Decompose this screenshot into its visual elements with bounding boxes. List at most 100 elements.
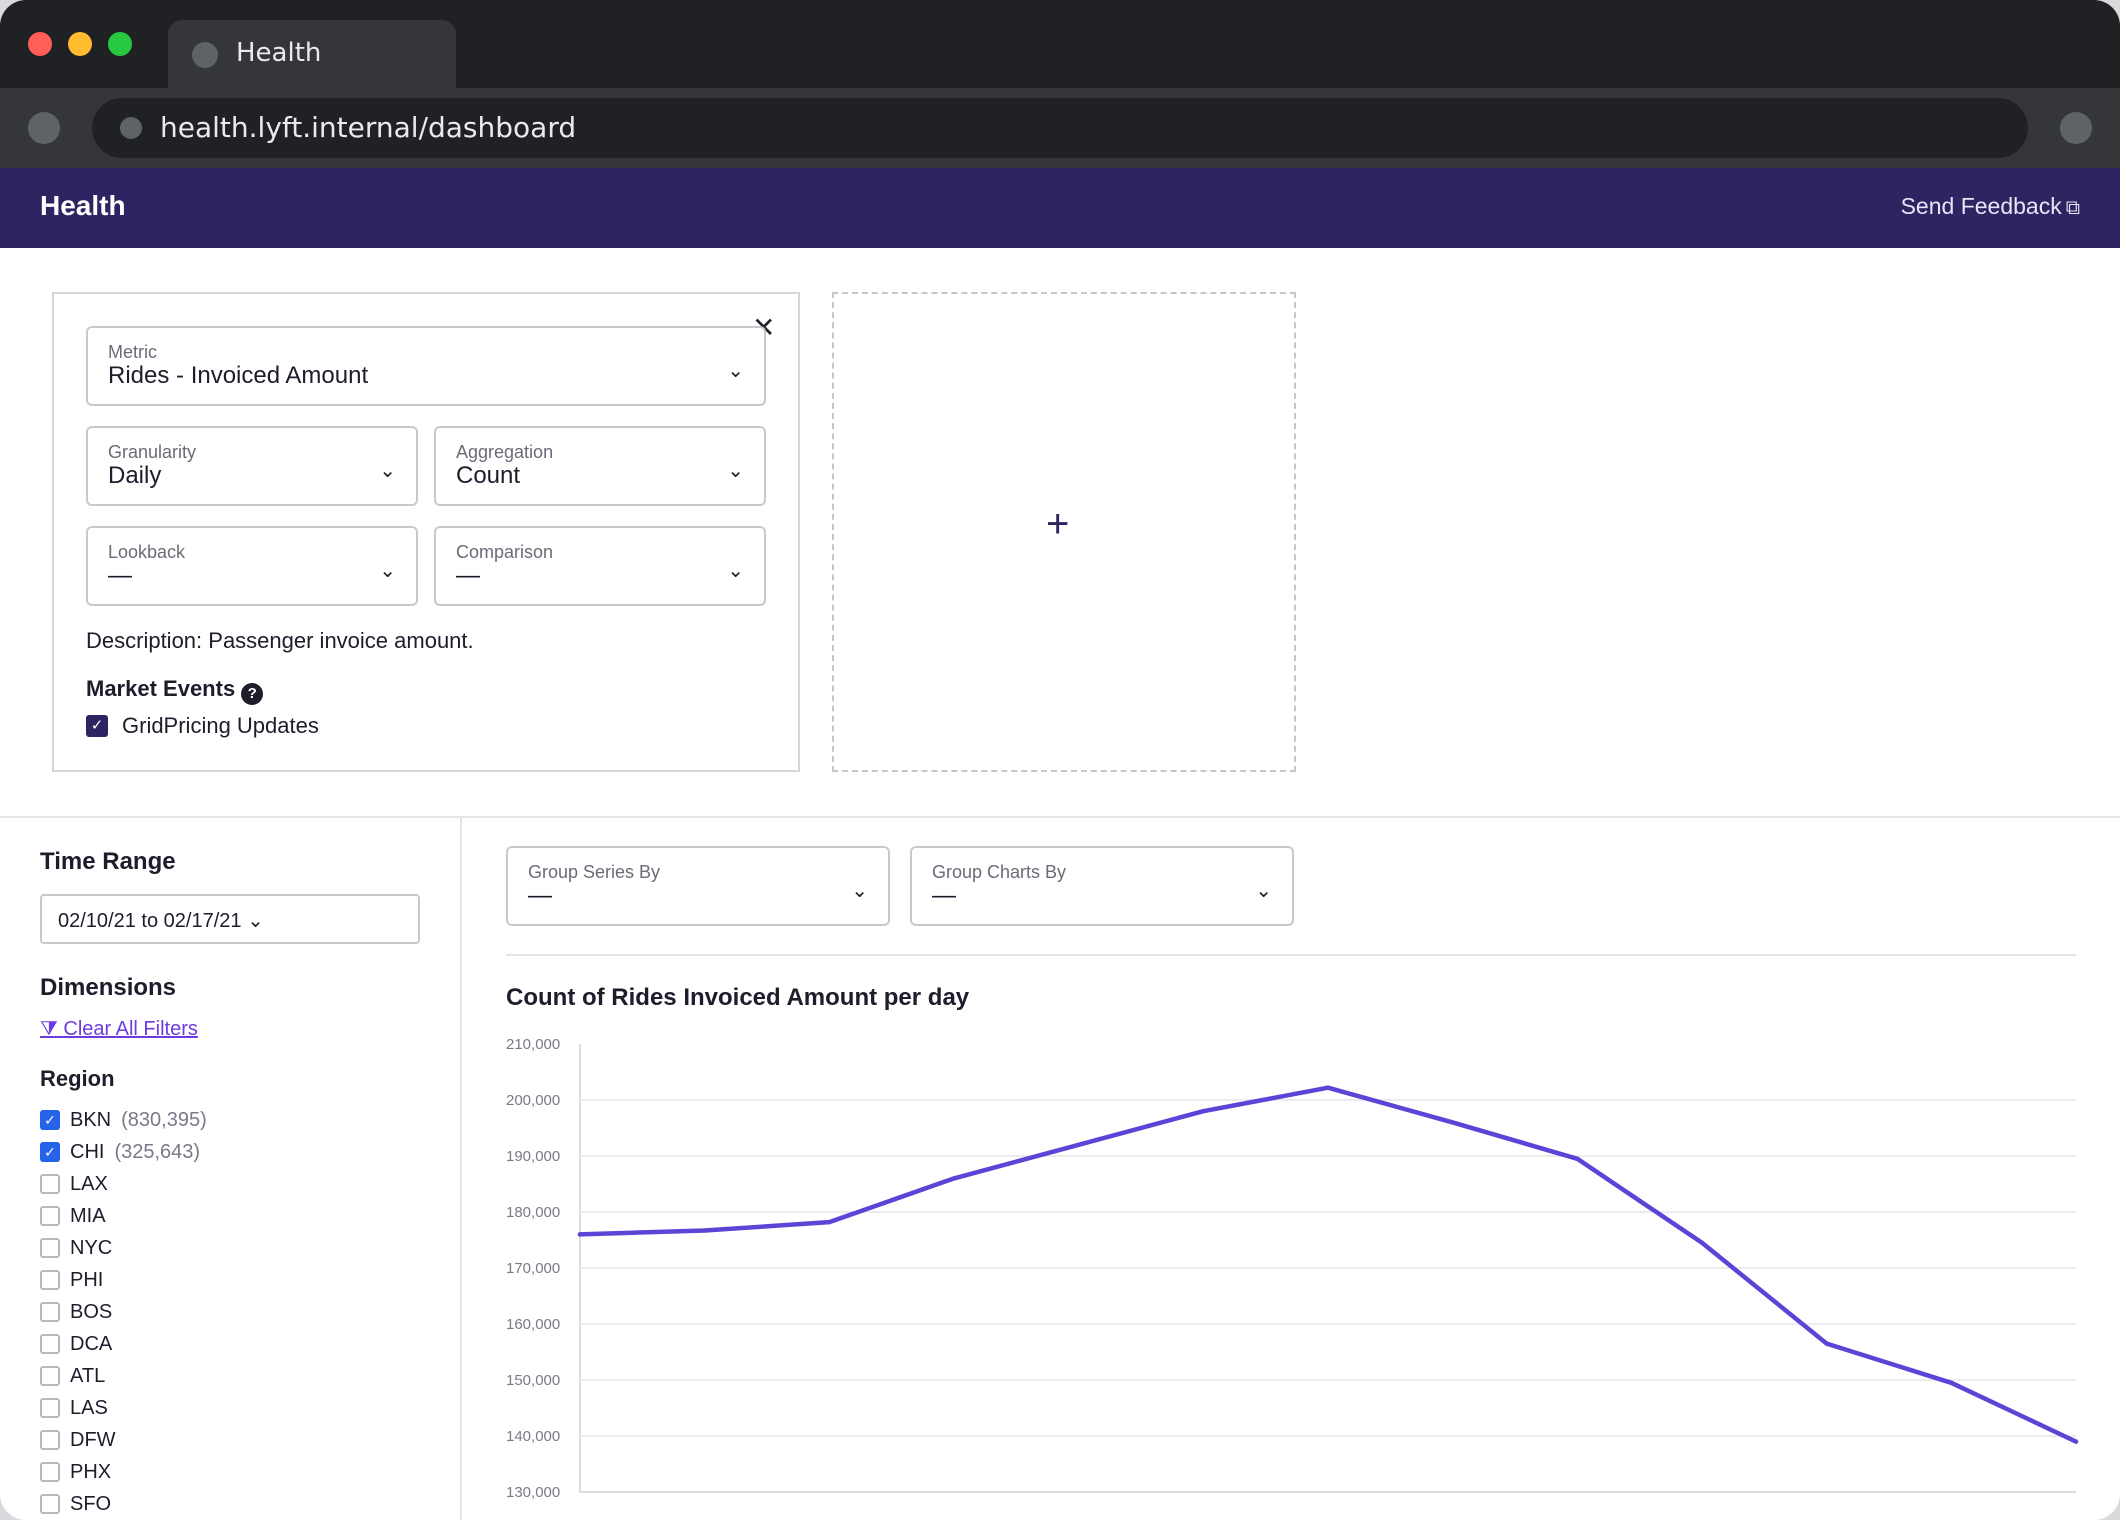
checkbox-icon[interactable] [40, 1430, 60, 1450]
region-name: BOS [70, 1300, 113, 1323]
region-item-dfw[interactable]: DFW [40, 1424, 207, 1456]
group-series-label: Group Series By [528, 862, 661, 882]
region-name: PHI [70, 1268, 104, 1291]
checkbox-checked-icon[interactable]: ✓ [40, 1142, 60, 1162]
checkbox-icon[interactable] [40, 1206, 60, 1226]
checkbox-checked-icon[interactable]: ✓ [40, 1110, 60, 1130]
region-item-atl[interactable]: ATL [40, 1360, 207, 1392]
clear-filters-label: Clear All Filters [63, 1018, 198, 1040]
checkbox-icon[interactable] [40, 1494, 60, 1514]
data-point [1325, 1085, 1331, 1090]
profile-button[interactable] [2060, 112, 2092, 144]
region-item-mia[interactable]: MIA [40, 1200, 207, 1232]
data-point [1699, 1240, 1705, 1246]
y-tick-label: 200,000 [506, 1092, 560, 1109]
time-range-select[interactable]: 02/10/21 to 02/17/21 ⌄ [40, 894, 420, 944]
region-name: DFW [70, 1428, 116, 1451]
checkbox-icon[interactable] [40, 1462, 60, 1482]
region-item-chi[interactable]: ✓ CHI (325,643) [40, 1136, 207, 1168]
data-point [2073, 1439, 2079, 1444]
browser-tab[interactable]: Health [168, 20, 456, 88]
checkbox-icon[interactable] [40, 1334, 60, 1354]
event-label: GridPricing Updates [122, 713, 319, 738]
region-item-bos[interactable]: BOS [40, 1296, 207, 1328]
region-name: LAX [70, 1172, 108, 1195]
region-item-phi[interactable]: PHI [40, 1264, 207, 1296]
region-name: SFO [70, 1492, 112, 1515]
lookback-select[interactable]: Lookback — ⌄ [86, 526, 418, 606]
maximize-window-button[interactable] [108, 32, 132, 56]
region-name: ATL [70, 1364, 106, 1387]
event-gridpricing[interactable]: ✓ GridPricing Updates [86, 712, 319, 740]
aggregation-value: Count [456, 462, 521, 489]
metric-description: Description: Passenger invoice amount. [86, 628, 474, 653]
checkbox-checked-icon[interactable]: ✓ [86, 715, 108, 737]
minimize-window-button[interactable] [68, 32, 92, 56]
site-info-icon[interactable] [120, 117, 142, 139]
region-name: DCA [70, 1332, 113, 1355]
send-feedback-link[interactable]: Send Feedback ⧉ [1901, 193, 2080, 220]
help-icon[interactable]: ? [241, 683, 264, 705]
checkbox-icon[interactable] [40, 1238, 60, 1258]
region-item-sfo[interactable]: SFO [40, 1488, 207, 1520]
checkbox-icon[interactable] [40, 1302, 60, 1322]
section-divider [0, 816, 2120, 818]
region-count: (325,643) [114, 1140, 201, 1163]
chevron-down-icon: ⌄ [727, 460, 744, 482]
sidebar-divider [460, 818, 462, 1520]
region-item-las[interactable]: LAS [40, 1392, 207, 1424]
market-events-title: Market Events [86, 676, 236, 701]
data-point [702, 1228, 707, 1233]
browser-toolbar: health.lyft.internal/dashboard [0, 88, 2120, 168]
region-name: NYC [70, 1236, 113, 1259]
region-name: PHX [70, 1460, 112, 1483]
filter-icon: ⧩ [40, 1018, 58, 1040]
region-item-phx[interactable]: PHX [40, 1456, 207, 1488]
chevron-down-icon: ⌄ [1255, 880, 1272, 902]
region-item-dca[interactable]: DCA [40, 1328, 207, 1360]
group-charts-value: — [932, 882, 956, 909]
region-name: BKN [70, 1108, 112, 1131]
favicon-icon [192, 42, 218, 68]
clear-all-filters-link[interactable]: ⧩ Clear All Filters [40, 1018, 198, 1041]
region-title: Region [40, 1066, 115, 1091]
y-tick-label: 150,000 [506, 1372, 560, 1389]
add-metric-card[interactable]: + [832, 292, 1296, 772]
region-item-lax[interactable]: LAX [40, 1168, 207, 1200]
checkbox-icon[interactable] [40, 1398, 60, 1418]
aggregation-label: Aggregation [456, 442, 554, 462]
metric-card: ✕ Metric Rides - Invoiced Amount ⌄ Granu… [52, 292, 800, 772]
plus-icon: + [1046, 502, 1070, 546]
url-text[interactable]: health.lyft.internal/dashboard [160, 111, 577, 144]
y-tick-label: 190,000 [506, 1148, 560, 1165]
lookback-label: Lookback [108, 542, 186, 562]
metric-value: Rides - Invoiced Amount [108, 362, 369, 389]
checkbox-icon[interactable] [40, 1366, 60, 1386]
data-point [577, 1232, 583, 1237]
comparison-select[interactable]: Comparison — ⌄ [434, 526, 766, 606]
group-series-select[interactable]: Group Series By — ⌄ [506, 846, 890, 926]
checkbox-icon[interactable] [40, 1174, 60, 1194]
back-button[interactable] [28, 112, 60, 144]
series-line-0 [577, 1085, 2079, 1444]
y-tick-label: 160,000 [506, 1316, 560, 1333]
external-link-icon: ⧉ [2065, 197, 2080, 219]
group-charts-select[interactable]: Group Charts By — ⌄ [910, 846, 1294, 926]
data-point [1949, 1380, 1954, 1386]
metric-select[interactable]: Metric Rides - Invoiced Amount ⌄ [86, 326, 766, 406]
data-point [1575, 1156, 1580, 1162]
app-title: Health [40, 190, 126, 221]
region-name: MIA [70, 1204, 106, 1227]
y-tick-label: 210,000 [506, 1036, 560, 1053]
address-bar[interactable]: health.lyft.internal/dashboard [92, 98, 2028, 158]
aggregation-select[interactable]: Aggregation Count ⌄ [434, 426, 766, 506]
granularity-value: Daily [108, 462, 162, 489]
granularity-select[interactable]: Granularity Daily ⌄ [86, 426, 418, 506]
group-charts-label: Group Charts By [932, 862, 1067, 882]
chevron-down-icon: ⌄ [851, 880, 868, 902]
region-item-bkn[interactable]: ✓ BKN (830,395) [40, 1104, 207, 1136]
tab-title: Health [236, 38, 322, 68]
close-window-button[interactable] [28, 32, 52, 56]
checkbox-icon[interactable] [40, 1270, 60, 1290]
region-item-nyc[interactable]: NYC [40, 1232, 207, 1264]
